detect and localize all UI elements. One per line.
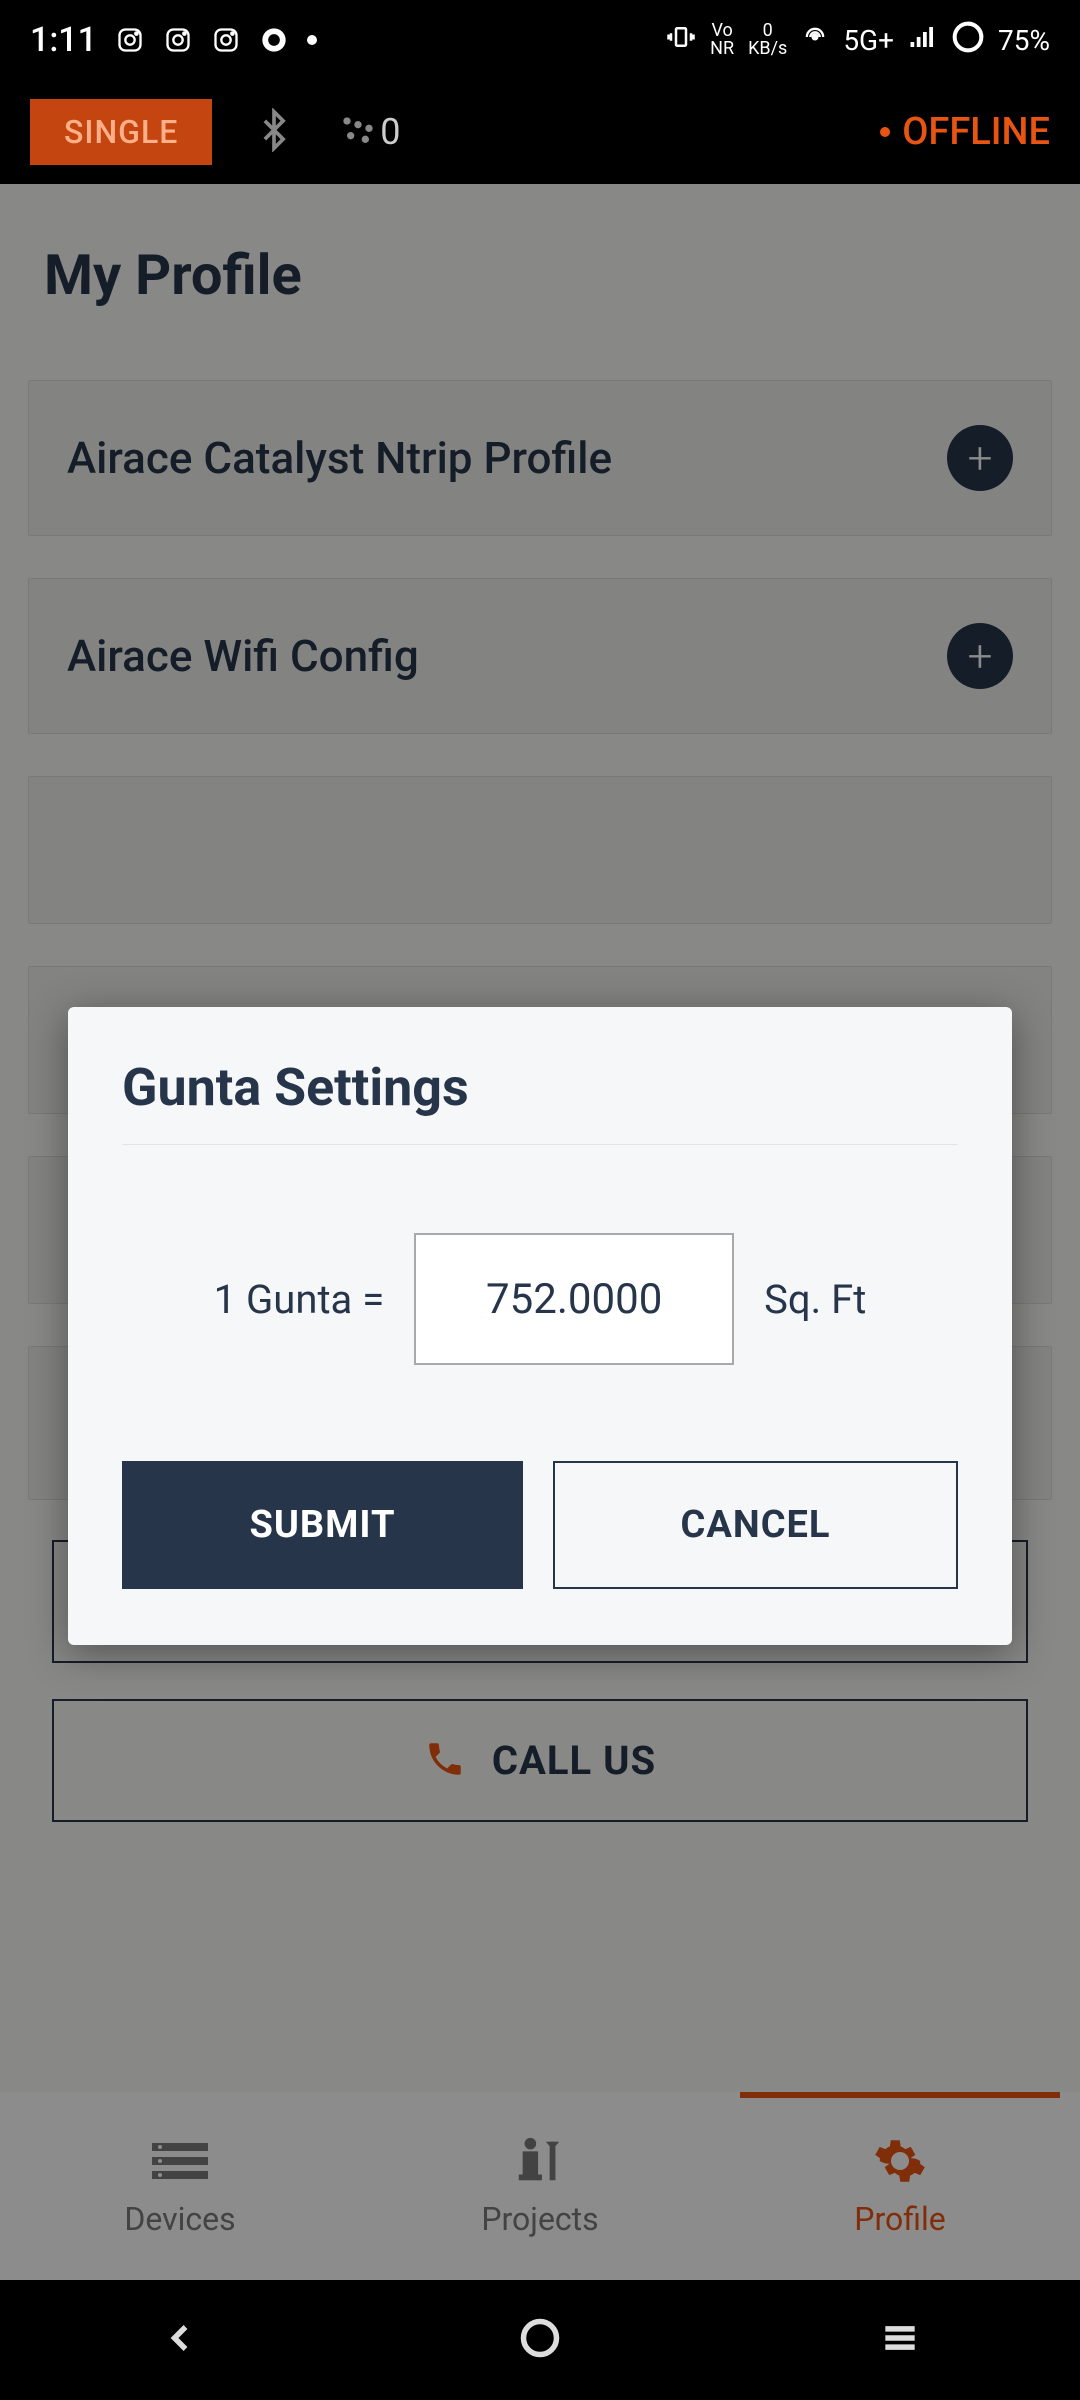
offline-label: OFFLINE [902, 110, 1050, 154]
satellite-icon[interactable]: 0 [336, 110, 400, 154]
battery-circle-icon [952, 21, 984, 60]
back-icon[interactable] [158, 2316, 202, 2364]
gunta-label: 1 Gunta = [214, 1276, 385, 1323]
signal-icon [908, 22, 938, 59]
instagram-icon [211, 25, 241, 55]
instagram-icon [163, 25, 193, 55]
gunta-settings-modal: Gunta Settings 1 Gunta = Sq. Ft SUBMIT C… [68, 1007, 1012, 1645]
mode-badge[interactable]: SINGLE [30, 99, 212, 165]
offline-indicator: OFFLINE [880, 110, 1050, 154]
vonr-icon: VoNR [710, 22, 734, 58]
page-content: My Profile Airace Catalyst Ntrip Profile… [0, 184, 1080, 2280]
data-speed-icon: 0KB/s [748, 22, 787, 58]
offline-dot-icon [880, 127, 890, 137]
gunta-value-input[interactable] [414, 1233, 734, 1365]
gunta-unit: Sq. Ft [764, 1276, 866, 1323]
cancel-button[interactable]: CANCEL [553, 1461, 958, 1589]
recent-icon[interactable] [878, 2316, 922, 2364]
vibrate-icon [666, 22, 696, 59]
satellite-count: 0 [380, 111, 400, 153]
status-time: 1:11 [30, 20, 97, 60]
app-header: SINGLE 0 OFFLINE [0, 80, 1080, 184]
hotspot-icon [801, 23, 829, 58]
app-icon [259, 25, 289, 55]
status-bar: 1:11 VoNR 0KB/s 5G+ [0, 0, 1080, 80]
bluetooth-icon[interactable] [252, 108, 296, 156]
dot-icon [307, 35, 317, 45]
system-nav-bar [0, 2280, 1080, 2400]
network-type: 5G+ [843, 24, 894, 57]
home-icon[interactable] [518, 2316, 562, 2364]
instagram-icon [115, 25, 145, 55]
battery-percent: 75% [998, 24, 1050, 57]
modal-title: Gunta Settings [122, 1057, 958, 1145]
submit-button[interactable]: SUBMIT [122, 1461, 523, 1589]
